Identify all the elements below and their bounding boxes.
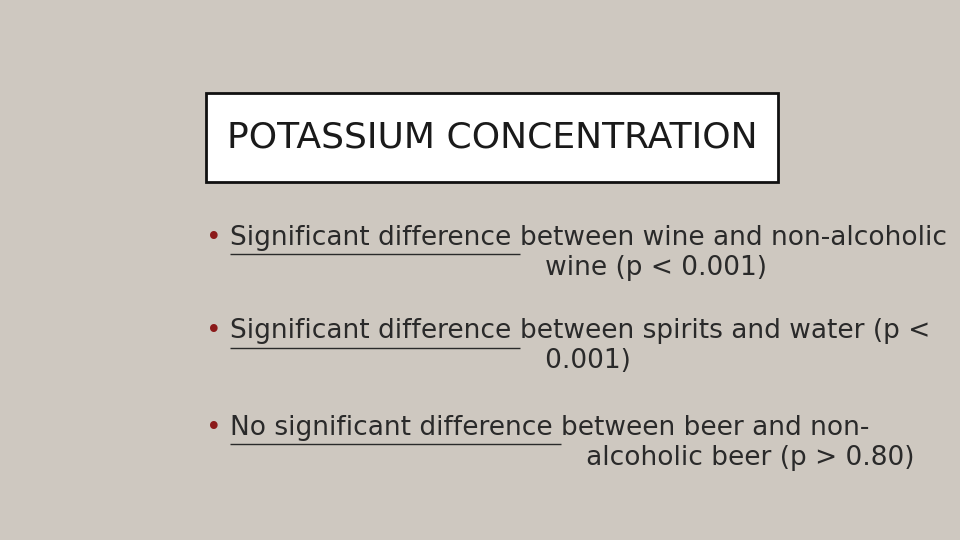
Text: No significant difference: No significant difference: [230, 415, 561, 441]
Text: •: •: [205, 319, 221, 345]
FancyBboxPatch shape: [205, 93, 779, 182]
Text: •: •: [205, 415, 221, 441]
Text: between spirits and water (p <
   0.001): between spirits and water (p < 0.001): [519, 319, 930, 374]
Text: •: •: [205, 225, 221, 251]
Text: POTASSIUM CONCENTRATION: POTASSIUM CONCENTRATION: [227, 120, 757, 154]
Text: Significant difference: Significant difference: [230, 225, 519, 251]
Text: Significant difference: Significant difference: [230, 319, 519, 345]
Text: between wine and non-alcoholic
   wine (p < 0.001): between wine and non-alcoholic wine (p <…: [519, 225, 947, 281]
Text: between beer and non-
   alcoholic beer (p > 0.80): between beer and non- alcoholic beer (p …: [561, 415, 915, 471]
